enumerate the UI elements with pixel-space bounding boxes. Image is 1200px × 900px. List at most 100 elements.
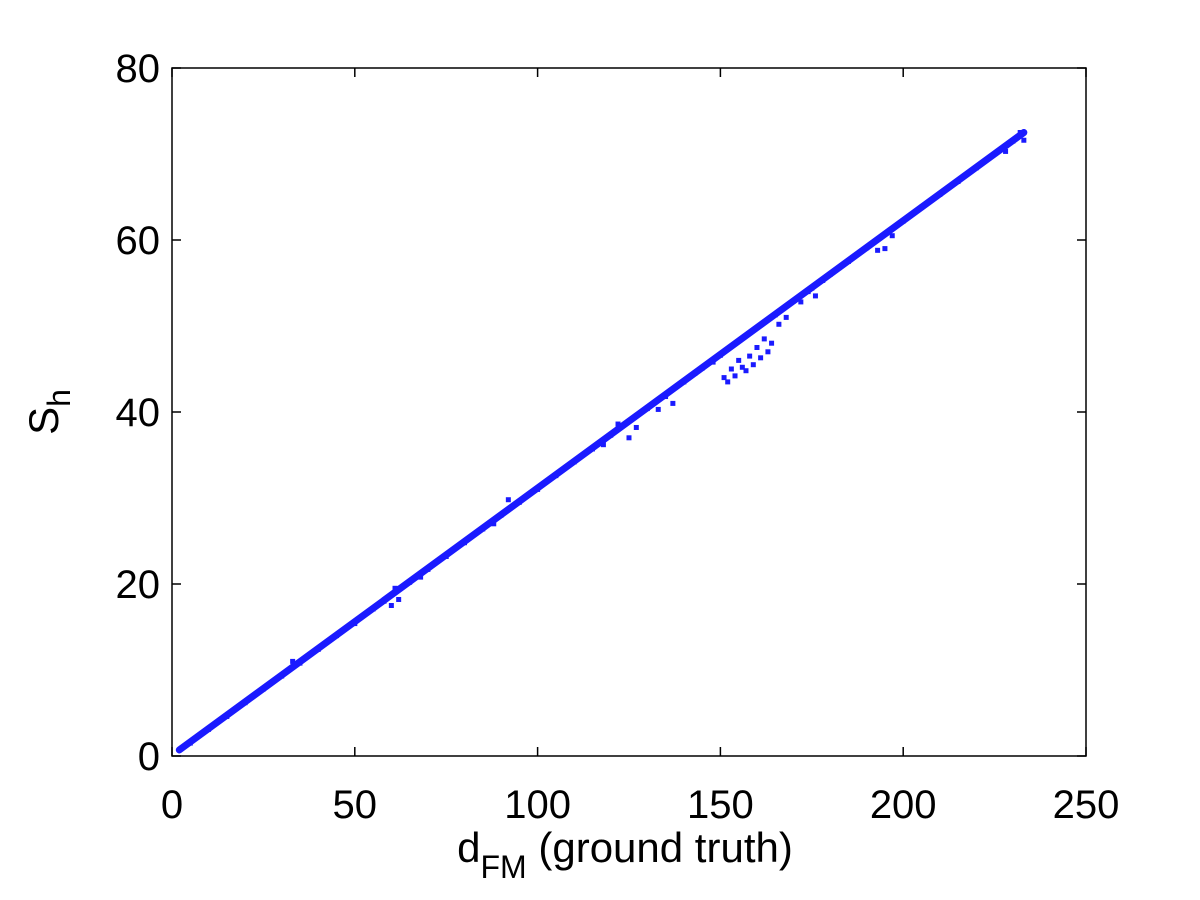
data-point <box>699 365 705 371</box>
data-point <box>747 353 753 359</box>
data-point <box>571 459 577 465</box>
x-axis-label-rest: (ground truth) <box>527 824 793 871</box>
x-axis-label: dFM (ground truth) <box>457 824 793 885</box>
data-point <box>1003 148 1009 154</box>
data-point <box>279 673 285 679</box>
y-tick-label: 60 <box>116 219 161 263</box>
data-point <box>736 357 742 363</box>
ticks-layer: 0 50 100 150 200 250 0 20 40 60 80 <box>116 47 1120 827</box>
x-tick-label: 150 <box>687 783 754 827</box>
data-point <box>754 345 760 350</box>
data-point <box>875 247 881 253</box>
data-point <box>973 165 979 171</box>
data-point <box>206 726 212 732</box>
data-point <box>827 271 833 277</box>
data-point <box>663 394 669 400</box>
data-point <box>1010 138 1016 144</box>
data-point <box>535 486 541 492</box>
y-tick-label: 40 <box>116 391 161 435</box>
data-point <box>992 151 998 157</box>
data-point <box>955 179 961 185</box>
data-point <box>765 349 771 355</box>
data-point <box>260 686 266 692</box>
data-point <box>809 285 815 291</box>
data-point <box>187 740 193 746</box>
data-point <box>889 233 895 239</box>
data-point <box>670 400 676 406</box>
data-point <box>224 713 230 719</box>
data-point <box>461 540 467 546</box>
data-point <box>864 245 870 251</box>
data-point <box>798 299 804 305</box>
data-point <box>407 579 413 585</box>
data-point <box>396 596 402 602</box>
data-point <box>334 633 340 639</box>
data-point <box>498 512 504 518</box>
data-point <box>743 368 749 374</box>
y-axis-label-base: S <box>20 407 67 435</box>
data-point <box>290 658 296 664</box>
x-tick-label: 50 <box>333 783 378 827</box>
data-point <box>626 435 632 441</box>
data-point <box>633 424 639 430</box>
data-point <box>769 340 775 346</box>
data-point <box>370 606 376 612</box>
data-point <box>776 321 782 327</box>
x-tick-label: 250 <box>1053 783 1120 827</box>
data-point <box>392 585 398 591</box>
data-point <box>717 352 723 358</box>
data-point <box>692 370 698 376</box>
data-point <box>805 289 811 295</box>
data-point <box>820 277 826 283</box>
data-point <box>791 298 797 304</box>
y-axis-label-sub: h <box>41 389 77 407</box>
data-point <box>242 700 248 706</box>
data-point <box>615 421 621 427</box>
data-point <box>900 218 906 224</box>
x-axis-label-sub: FM <box>481 849 527 885</box>
data-point <box>297 660 303 666</box>
data-point <box>418 574 424 580</box>
x-tick-label: 100 <box>504 783 571 827</box>
data-point <box>937 191 943 197</box>
x-tick-label: 200 <box>870 783 937 827</box>
data-point <box>352 621 358 627</box>
data-point <box>1021 137 1027 143</box>
x-tick-label: 0 <box>161 783 183 827</box>
y-tick-label: 80 <box>116 47 161 91</box>
data-point <box>608 432 614 438</box>
data-point <box>739 364 745 370</box>
data-point <box>750 362 756 368</box>
data-point <box>882 246 888 252</box>
data-point <box>772 312 778 318</box>
data-point <box>725 379 731 385</box>
y-tick-label: 0 <box>138 735 160 779</box>
data-layer <box>175 129 1028 754</box>
data-point <box>812 293 818 299</box>
data-point <box>443 553 449 559</box>
data-point <box>918 204 924 210</box>
data-point <box>480 526 486 532</box>
data-point <box>425 566 431 572</box>
data-point <box>761 336 767 342</box>
data-point <box>655 406 661 412</box>
data-point <box>505 497 511 503</box>
data-point <box>1017 130 1023 135</box>
data-point <box>516 499 522 505</box>
data-point <box>758 355 764 361</box>
y-axis-label: Sh <box>20 389 77 435</box>
data-point <box>388 603 394 608</box>
data-point <box>644 406 650 412</box>
data-point <box>553 473 559 479</box>
data-point <box>710 359 716 365</box>
data-point <box>589 446 595 452</box>
series-0 <box>175 129 1028 754</box>
data-point <box>728 366 734 372</box>
data-point <box>721 375 727 381</box>
y-tick-label: 20 <box>116 563 161 607</box>
data-point <box>845 259 851 264</box>
data-point <box>732 373 738 379</box>
data-point <box>600 442 606 448</box>
data-point <box>491 521 497 527</box>
